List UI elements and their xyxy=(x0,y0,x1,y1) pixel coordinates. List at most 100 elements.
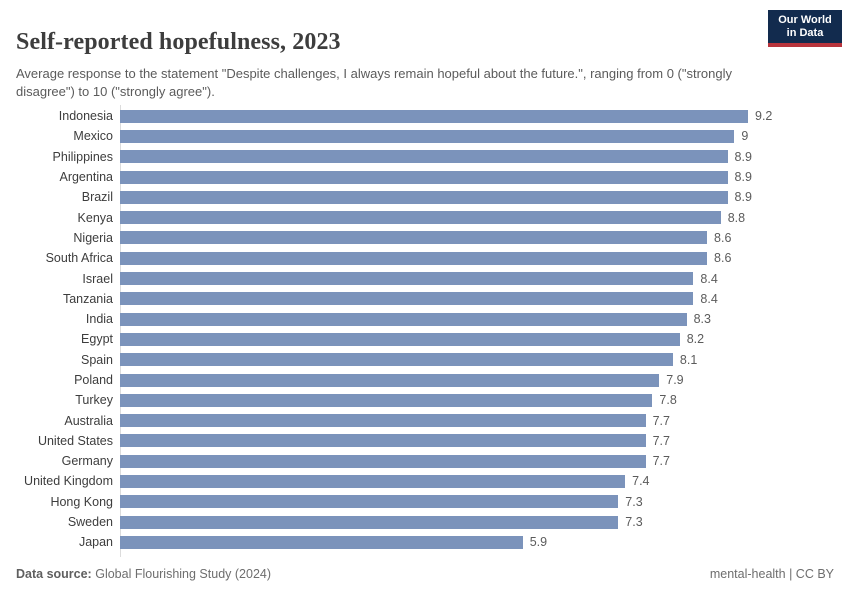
bar-row: Indonesia 9.2 xyxy=(16,106,850,126)
bar-track: 7.7 xyxy=(120,433,850,448)
bar-track: 8.6 xyxy=(120,230,850,245)
bar[interactable] xyxy=(120,353,673,367)
bar-track: 7.3 xyxy=(120,515,850,530)
value-label: 9 xyxy=(741,129,749,144)
chart-footer: Data source: Global Flourishing Study (2… xyxy=(16,567,834,581)
bar-track: 8.8 xyxy=(120,210,850,225)
owid-logo-line1: Our World xyxy=(778,14,832,26)
y-axis-line xyxy=(120,105,121,557)
bar-row: Egypt 8.2 xyxy=(16,329,850,349)
bar[interactable] xyxy=(120,373,660,387)
bar-track: 7.3 xyxy=(120,495,850,509)
bar-row: Israel 8.4 xyxy=(16,268,850,288)
bar[interactable] xyxy=(120,515,619,529)
bar[interactable] xyxy=(120,190,728,204)
bar-track: 7.7 xyxy=(120,454,850,469)
bar[interactable] xyxy=(120,434,646,448)
country-label: India xyxy=(85,312,113,327)
country-label: Egypt xyxy=(81,332,113,347)
bar[interactable] xyxy=(120,211,721,225)
bar[interactable] xyxy=(120,332,680,346)
country-label: Brazil xyxy=(81,190,113,205)
bar-track: 8.3 xyxy=(120,312,850,327)
country-label: Indonesia xyxy=(58,109,113,124)
bar-track: 8.2 xyxy=(120,332,850,347)
bar[interactable] xyxy=(120,312,687,326)
country-label: Turkey xyxy=(75,393,113,408)
value-label: 7.3 xyxy=(625,515,643,530)
bar-row: Brazil 8.9 xyxy=(16,187,850,207)
value-label: 8.4 xyxy=(700,291,718,306)
bar-track: 7.4 xyxy=(120,474,850,488)
country-label: United Kingdom xyxy=(24,474,113,489)
value-label: 7.7 xyxy=(652,454,670,469)
country-label: Australia xyxy=(64,413,113,428)
value-label: 7.7 xyxy=(652,433,670,448)
data-source: Data source: Global Flourishing Study (2… xyxy=(16,567,271,581)
country-label: Spain xyxy=(81,352,113,367)
owid-logo[interactable]: Our World in Data xyxy=(768,10,842,47)
bar[interactable] xyxy=(120,495,619,509)
bar-track: 9.2 xyxy=(120,109,850,124)
country-label: Sweden xyxy=(67,515,113,530)
bar-row: Argentina 8.9 xyxy=(16,167,850,187)
bar-track: 8.1 xyxy=(120,352,850,367)
value-label: 8.4 xyxy=(700,271,718,286)
value-label: 7.7 xyxy=(652,413,670,428)
bar[interactable] xyxy=(120,109,748,123)
data-source-value[interactable]: Global Flourishing Study (2024) xyxy=(95,567,272,581)
value-label: 8.9 xyxy=(734,170,752,185)
value-label: 8.1 xyxy=(679,352,698,367)
bar-row: Australia 7.7 xyxy=(16,410,850,430)
owid-logo-line2: in Data xyxy=(786,27,824,39)
bar-row: United Kingdom 7.4 xyxy=(16,471,850,491)
bar-chart: Indonesia 9.2 Mexico 9 Philippines 8.9 Argenti… xyxy=(16,106,850,553)
bar-row: South Africa 8.6 xyxy=(16,248,850,268)
license-link[interactable]: mental-health | CC BY xyxy=(709,567,834,581)
bar[interactable] xyxy=(120,170,728,184)
bar-track: 8.9 xyxy=(120,190,850,205)
bar-row: Spain 8.1 xyxy=(16,350,850,370)
bar[interactable] xyxy=(120,292,694,306)
bar-row: Philippines 8.9 xyxy=(16,147,850,167)
bar-track: 8.9 xyxy=(120,170,850,185)
country-label: Nigeria xyxy=(73,230,113,245)
value-label: 8.6 xyxy=(714,230,732,245)
bar[interactable] xyxy=(120,150,728,164)
bar-row: Japan 5.9 xyxy=(16,532,850,552)
value-label: 8.8 xyxy=(727,210,746,225)
bar[interactable] xyxy=(120,454,646,468)
value-label: 7.9 xyxy=(666,373,684,387)
country-label: Mexico xyxy=(73,129,113,144)
country-label: Kenya xyxy=(77,210,113,225)
bar-row: Turkey 7.8 xyxy=(16,390,850,410)
bar-row: Nigeria 8.6 xyxy=(16,228,850,248)
value-label: 8.3 xyxy=(693,312,711,327)
bar-track: 9 xyxy=(120,129,850,144)
value-label: 8.2 xyxy=(686,332,705,347)
bar[interactable] xyxy=(120,129,735,143)
bar[interactable] xyxy=(120,231,708,245)
bar-row: Germany 7.7 xyxy=(16,451,850,471)
page-title: Self-reported hopefulness, 2023 xyxy=(16,29,341,56)
bar[interactable] xyxy=(120,393,653,407)
bar-track: 7.9 xyxy=(120,373,850,387)
bar-row: India 8.3 xyxy=(16,309,850,329)
bar[interactable] xyxy=(120,414,646,428)
bar[interactable] xyxy=(120,474,626,488)
country-label: South Africa xyxy=(45,251,113,266)
bar-track: 8.9 xyxy=(120,150,850,164)
bar-row: Sweden 7.3 xyxy=(16,512,850,532)
bar[interactable] xyxy=(120,272,694,286)
bar-row: Hong Kong 7.3 xyxy=(16,492,850,512)
bar-track: 8.6 xyxy=(120,251,850,265)
value-label: 8.9 xyxy=(734,190,752,205)
bar-row: Mexico 9 xyxy=(16,126,850,146)
value-label: 9.2 xyxy=(755,109,773,124)
chart-subtitle: Average response to the statement "Despi… xyxy=(16,66,733,99)
bar-track: 7.8 xyxy=(120,393,850,407)
country-label: Philippines xyxy=(52,149,113,164)
bar[interactable] xyxy=(120,251,708,265)
bar[interactable] xyxy=(120,535,523,549)
country-label: Germany xyxy=(61,454,113,469)
